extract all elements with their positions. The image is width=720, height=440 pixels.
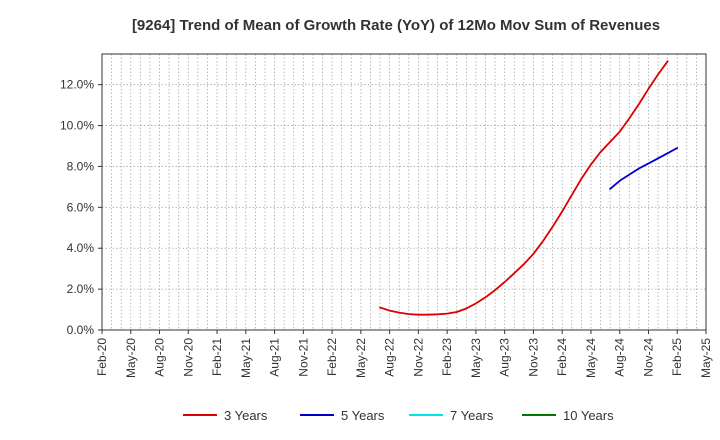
legend-label: 3 Years <box>224 408 268 423</box>
x-tick-label: Feb-25 <box>670 338 684 376</box>
x-tick-label: May-20 <box>124 338 138 378</box>
x-tick-label: Aug-22 <box>383 338 397 377</box>
y-tick-label: 6.0% <box>67 200 95 214</box>
axes: 0.0% 2.0% 4.0% 6.0% 8.0% 10.0% 12.0% Feb-20 May-… <box>60 78 713 378</box>
legend: 3 Years 5 Years 7 Years 10 Years <box>183 408 614 423</box>
series-line-3-years <box>379 60 669 316</box>
x-tick-label: Nov-24 <box>641 338 655 377</box>
x-tick-label: Aug-23 <box>498 338 512 377</box>
x-tick-label: Aug-24 <box>613 338 627 377</box>
x-tick-label: Nov-23 <box>526 338 540 377</box>
x-tick-label: May-23 <box>469 338 483 378</box>
plot-frame <box>101 53 707 331</box>
y-tick-label: 8.0% <box>67 159 95 173</box>
x-tick-label: May-21 <box>239 338 253 378</box>
legend-label: 10 Years <box>563 408 614 423</box>
x-tick-label: Aug-20 <box>153 338 167 377</box>
series-lines <box>379 60 679 316</box>
plot-area <box>102 54 706 330</box>
x-tick-label: Aug-21 <box>268 338 282 377</box>
series-line-5-years <box>609 147 679 190</box>
y-tick-label: 10.0% <box>60 119 94 133</box>
x-tick-label: Feb-20 <box>95 338 109 376</box>
x-tick-label: May-25 <box>699 338 713 378</box>
x-tick-label: May-22 <box>354 338 368 378</box>
y-tick-label: 2.0% <box>67 282 95 296</box>
x-tick-label: Nov-20 <box>181 338 195 377</box>
x-tick-label: Feb-22 <box>325 338 339 376</box>
grid <box>102 54 706 330</box>
x-tick-label: Feb-21 <box>210 338 224 376</box>
y-tick-label: 0.0% <box>67 323 95 337</box>
x-tick-label: Feb-23 <box>440 338 454 376</box>
chart-title: [9264] Trend of Mean of Growth Rate (YoY… <box>132 17 660 34</box>
legend-label: 5 Years <box>341 408 385 423</box>
legend-label: 7 Years <box>450 408 494 423</box>
x-tick-label: Nov-21 <box>296 338 310 377</box>
x-tick-label: Feb-24 <box>555 338 569 376</box>
x-tick-label: May-24 <box>584 338 598 378</box>
y-tick-label: 4.0% <box>67 241 95 255</box>
x-tick-label: Nov-22 <box>411 338 425 377</box>
y-tick-label: 12.0% <box>60 78 94 92</box>
